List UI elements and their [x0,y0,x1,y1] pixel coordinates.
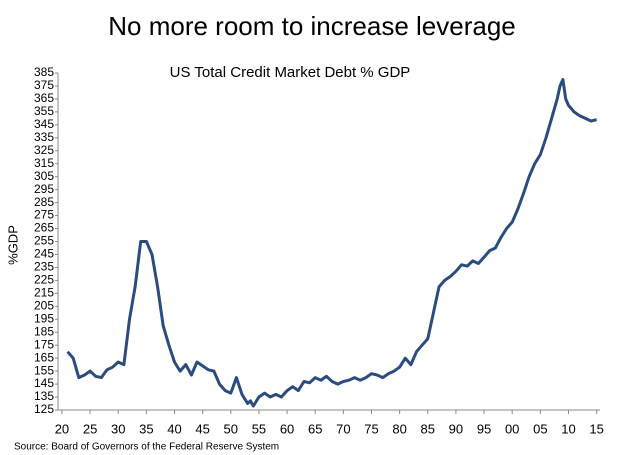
y-axis-label: %GDP [5,225,20,265]
y-tick-label: 385 [34,65,54,79]
y-tick-label: 125 [34,402,54,416]
y-tick-label: 345 [34,117,54,131]
x-tick-label: 80 [392,421,406,436]
x-tick-label: 40 [167,421,181,436]
x-tick-label: 50 [224,421,238,436]
y-tick-label: 315 [34,156,54,170]
x-tick-label: 45 [195,421,209,436]
page-title: No more room to increase leverage [108,11,516,41]
y-tick-label: 335 [34,130,54,144]
y-tick-label: 215 [34,286,54,300]
y-tick-label: 165 [34,350,54,364]
y-tick-label: 185 [34,324,54,338]
x-tick-label: 90 [449,421,463,436]
x-tick-label: 25 [83,421,97,436]
y-tick-label: 145 [34,376,54,390]
y-tick-label: 135 [34,389,54,403]
chart-title: US Total Credit Market Debt % GDP [170,64,411,81]
y-tick-label: 355 [34,104,54,118]
y-tick-label: 375 [34,78,54,92]
x-tick-label: 95 [477,421,491,436]
x-tick-label: 35 [139,421,153,436]
y-tick-label: 155 [34,363,54,377]
y-tick-label: 175 [34,337,54,351]
x-tick-label: 05 [533,421,547,436]
x-tick-label: 55 [252,421,266,436]
x-tick-label: 60 [280,421,294,436]
y-tick-label: 255 [34,234,54,248]
y-tick-label: 235 [34,260,54,274]
y-tick-label: 245 [34,247,54,261]
y-tick-label: 305 [34,169,54,183]
y-tick-label: 285 [34,195,54,209]
x-tick-label: 85 [421,421,435,436]
source: Source: Board of Governors of the Federa… [14,442,279,453]
y-tick-label: 295 [34,182,54,196]
y-tick-label: 225 [34,273,54,287]
x-tick-label: 15 [589,421,603,436]
x-tick-label: 30 [111,421,125,436]
y-tick-label: 325 [34,143,54,157]
y-tick-label: 205 [34,298,54,312]
x-tick-label: 65 [308,421,322,436]
y-tick-label: 365 [34,91,54,105]
x-tick-label: 00 [505,421,519,436]
x-tick-label: 20 [55,421,69,436]
y-tick-label: 195 [34,311,54,325]
x-tick-label: 10 [561,421,575,436]
x-tick-label: 75 [364,421,378,436]
x-tick-label: 70 [336,421,350,436]
y-tick-label: 265 [34,221,54,235]
y-tick-label: 275 [34,208,54,222]
line-series [66,78,597,408]
